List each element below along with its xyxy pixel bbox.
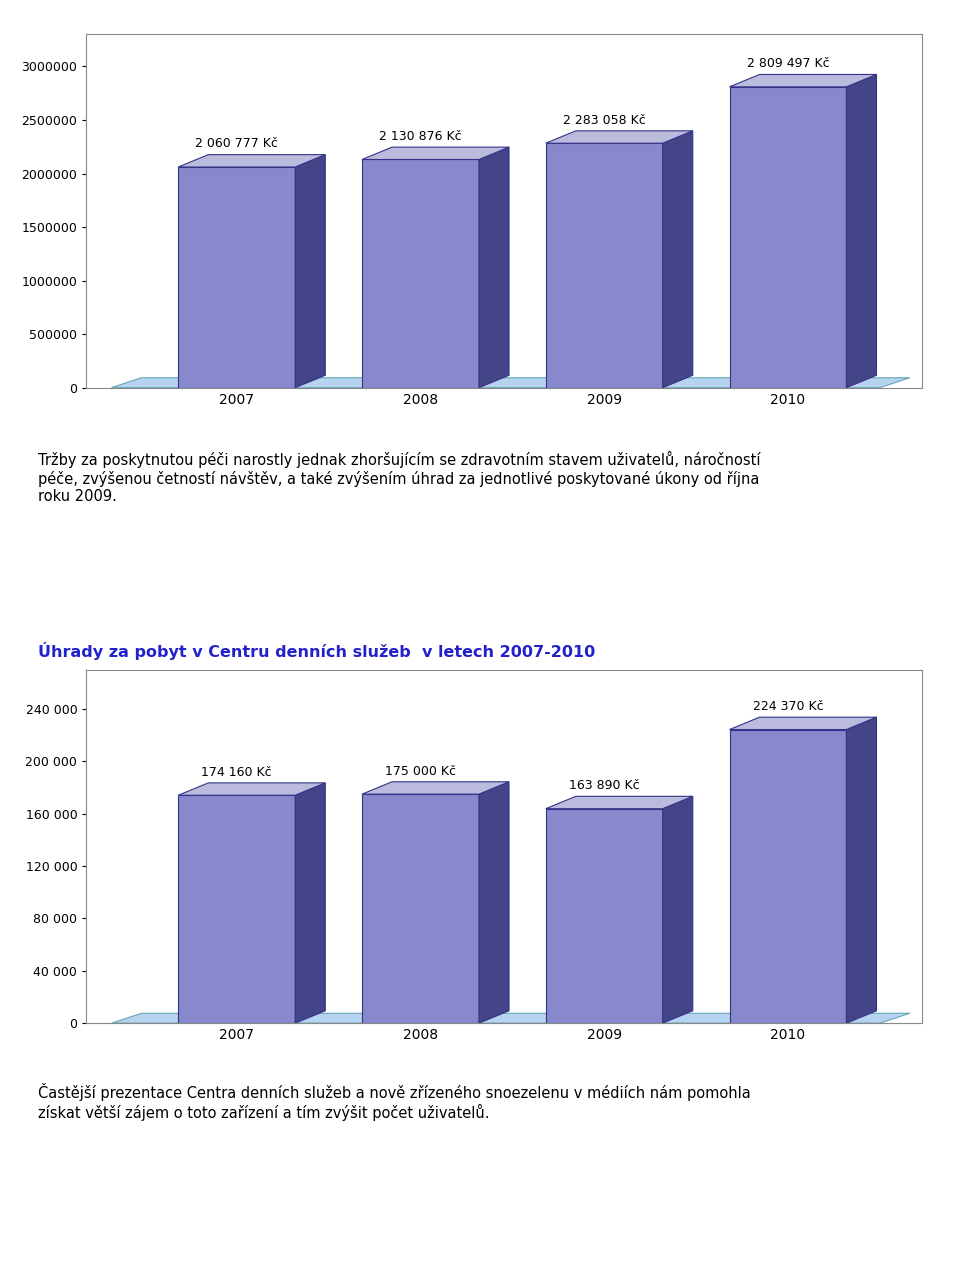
Polygon shape xyxy=(179,155,325,167)
Polygon shape xyxy=(730,86,847,388)
Polygon shape xyxy=(730,717,876,730)
Polygon shape xyxy=(847,717,876,1023)
Polygon shape xyxy=(362,159,479,388)
Polygon shape xyxy=(362,794,479,1023)
Polygon shape xyxy=(730,730,847,1023)
Polygon shape xyxy=(662,131,693,388)
Polygon shape xyxy=(296,155,325,388)
Polygon shape xyxy=(179,796,296,1023)
Text: 2 283 058 Kč: 2 283 058 Kč xyxy=(563,113,645,127)
Text: 2 060 777 Kč: 2 060 777 Kč xyxy=(195,137,278,150)
Text: Úhrady za pobyt v Centru denních služeb  v letech 2007-2010: Úhrady za pobyt v Centru denních služeb … xyxy=(38,642,595,660)
Text: 174 160 Kč: 174 160 Kč xyxy=(202,765,272,779)
Polygon shape xyxy=(362,782,509,794)
Polygon shape xyxy=(479,782,509,1023)
Polygon shape xyxy=(362,147,509,159)
Polygon shape xyxy=(111,377,910,388)
Text: Tržby za poskytnutou péči narostly jednak zhoršujícím se zdravotním stavem uživa: Tržby za poskytnutou péči narostly jedna… xyxy=(38,451,761,505)
Text: 224 370 Kč: 224 370 Kč xyxy=(753,700,824,713)
Polygon shape xyxy=(730,75,876,86)
Text: 175 000 Kč: 175 000 Kč xyxy=(385,765,456,778)
Polygon shape xyxy=(179,167,296,388)
Text: 2 130 876 Kč: 2 130 876 Kč xyxy=(379,130,462,142)
Polygon shape xyxy=(545,144,662,388)
Polygon shape xyxy=(296,783,325,1023)
Polygon shape xyxy=(545,808,662,1023)
Text: 163 890 Kč: 163 890 Kč xyxy=(569,779,639,792)
Polygon shape xyxy=(545,797,693,808)
Polygon shape xyxy=(545,131,693,144)
Polygon shape xyxy=(111,1013,910,1023)
Text: Častější prezentace Centra denních služeb a nově zřízeného snoezelenu v médiích : Častější prezentace Centra denních služe… xyxy=(38,1083,751,1121)
Polygon shape xyxy=(479,147,509,388)
Text: 2 809 497 Kč: 2 809 497 Kč xyxy=(747,57,829,70)
Polygon shape xyxy=(662,797,693,1023)
Polygon shape xyxy=(179,783,325,796)
Polygon shape xyxy=(847,75,876,388)
